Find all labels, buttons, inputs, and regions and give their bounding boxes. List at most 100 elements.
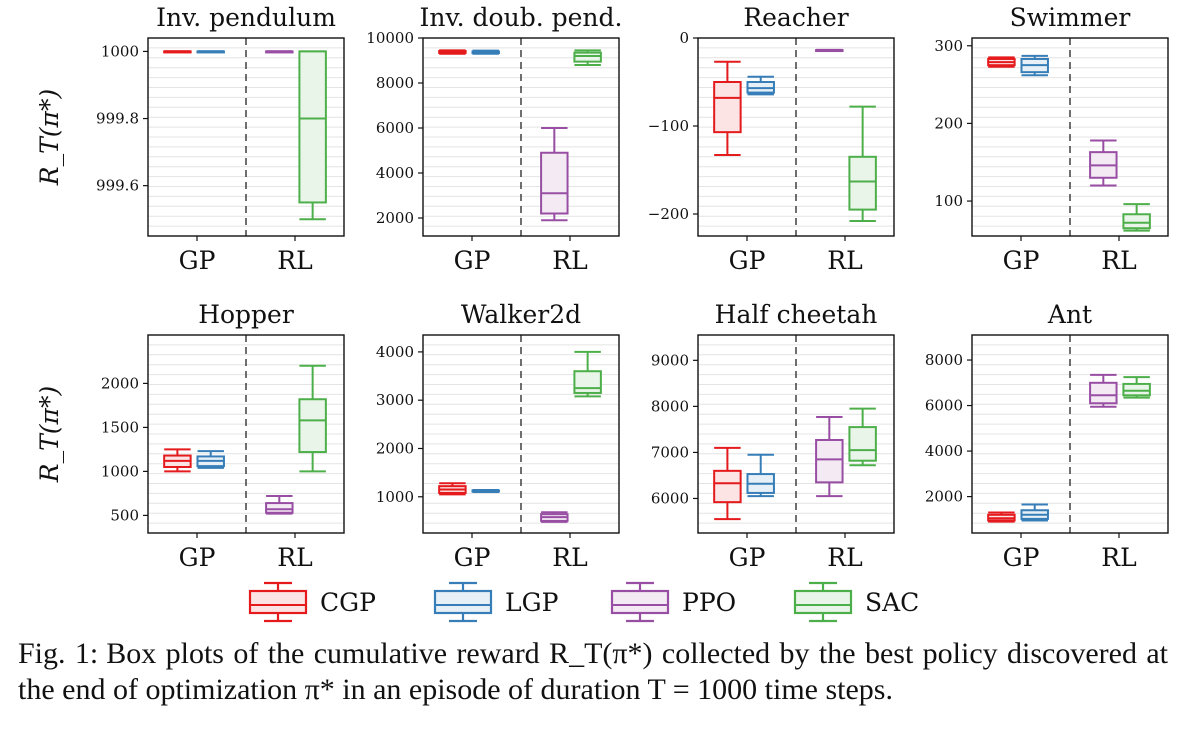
box-sac — [848, 105, 877, 223]
subplot-title: Inv. pendulum — [156, 3, 336, 32]
box-cgp — [987, 56, 1016, 68]
y-tick-label: 4000 — [376, 164, 414, 182]
y-tick-label: 2000 — [101, 374, 139, 392]
box-iqr — [265, 502, 294, 514]
box-cgp — [987, 511, 1016, 523]
x-tick-label-rl: RL — [277, 246, 312, 275]
legend-item-lgp: LGP — [433, 581, 558, 623]
legend-item-cgp: CGP — [248, 581, 376, 623]
subplot-title: Walker2d — [461, 300, 581, 329]
y-tick-label: 2000 — [376, 439, 414, 457]
box-lgp — [1020, 54, 1049, 77]
x-tick-label-rl: RL — [1101, 543, 1136, 572]
legend-label: LGP — [505, 588, 558, 617]
box-cgp — [163, 50, 192, 54]
axes-frame — [147, 334, 345, 534]
caption-label: Fig. 1: — [18, 637, 99, 670]
box-iqr — [713, 469, 742, 504]
y-tick-label: 6000 — [651, 489, 689, 507]
x-tick-label-gp: GP — [454, 246, 491, 275]
subplot-title: Swimmer — [1010, 3, 1131, 32]
y-tick-label: 3000 — [376, 391, 414, 409]
x-tick-label-gp: GP — [179, 246, 216, 275]
box-ppo — [265, 50, 294, 54]
box-lgp — [746, 453, 775, 498]
axes-frame — [147, 37, 345, 237]
x-tick-label-rl: RL — [552, 543, 587, 572]
subplot-inv-doub-pend: 10000 8000 6000 4000 2000 GP RL Inv. doub. pend… — [366, 3, 622, 275]
box-iqr — [1122, 213, 1151, 230]
box-ppo — [1089, 373, 1118, 408]
x-tick-label-gp: GP — [729, 543, 766, 572]
y-tick-label: 0 — [679, 29, 689, 47]
box-sac — [573, 49, 602, 66]
x-tick-label-rl: RL — [827, 246, 862, 275]
box-iqr — [848, 155, 877, 211]
subplot-ant: 8000 6000 4000 2000 GP RL Ant — [925, 300, 1169, 572]
axes-frame — [697, 334, 895, 534]
axes-frame — [697, 37, 895, 237]
x-tick-label-gp: GP — [1003, 543, 1040, 572]
y-tick-label: 6000 — [925, 397, 963, 415]
legend-item-sac: SAC — [793, 581, 919, 623]
x-tick-label-gp: GP — [454, 543, 491, 572]
y-tick-label: 9000 — [651, 351, 689, 369]
box-cgp — [438, 49, 467, 55]
y-tick-label: 300 — [934, 37, 963, 55]
y-axis-label: R_T(π*) — [35, 89, 64, 186]
y-tick-label: 4000 — [376, 343, 414, 361]
y-tick-label: 7000 — [651, 443, 689, 461]
legend-swatch — [610, 589, 670, 615]
box-lgp — [471, 489, 500, 493]
box-iqr — [573, 370, 602, 394]
x-tick-label-rl: RL — [827, 543, 862, 572]
y-tick-label: 2000 — [376, 209, 414, 227]
box-ppo — [1089, 139, 1118, 187]
y-axis-label: R_T(π*) — [35, 386, 64, 483]
x-tick-label-rl: RL — [277, 543, 312, 572]
box-sac — [1122, 376, 1151, 399]
box-iqr — [298, 50, 327, 204]
y-tick-label: 8000 — [376, 74, 414, 92]
box-cgp — [163, 448, 192, 473]
box-iqr — [1089, 381, 1118, 405]
y-tick-label: 8000 — [925, 351, 963, 369]
figure-caption: Fig. 1: Box plots of the cumulative rewar… — [18, 636, 1168, 708]
y-tick-label: 1000 — [101, 462, 139, 480]
box-ppo — [815, 48, 844, 53]
subplot-reacher: 0 −100 −200 GP RL Reacher — [648, 3, 895, 275]
axes-frame — [422, 37, 620, 237]
y-tick-label: 200 — [934, 114, 963, 132]
legend-swatch — [248, 589, 308, 615]
y-tick-label: 1000 — [101, 42, 139, 60]
box-sac — [298, 364, 327, 473]
y-tick-label: 500 — [110, 506, 139, 524]
subplot-swimmer: 300 200 100 GP RL Swimmer — [934, 3, 1169, 275]
y-tick-label: 6000 — [376, 119, 414, 137]
box-iqr — [298, 398, 327, 454]
axes-frame — [971, 334, 1169, 534]
box-sac — [1122, 203, 1151, 232]
subplot-title: Ant — [1047, 300, 1092, 329]
subplot-inv-pendulum: 1000 999.8 999.6 GP RL Inv. pendulum — [96, 3, 345, 275]
box-iqr — [1122, 382, 1151, 397]
box-ppo — [815, 415, 844, 498]
x-tick-label-gp: GP — [1003, 246, 1040, 275]
legend-item-ppo: PPO — [610, 581, 736, 623]
y-axis-labels: R_T(π*) R_T(π*) — [35, 89, 64, 483]
y-tick-label: −200 — [648, 205, 689, 223]
y-tick-label: 8000 — [651, 397, 689, 415]
x-tick-label-rl: RL — [1101, 246, 1136, 275]
box-cgp — [438, 482, 467, 496]
subplot-hopper: 2000 1500 1000 500 GP RL Hopper — [101, 300, 345, 572]
legend-label: SAC — [865, 588, 919, 617]
y-tick-label: 1500 — [101, 418, 139, 436]
subplot-title: Reacher — [743, 3, 848, 32]
y-tick-label: 999.6 — [96, 177, 139, 195]
box-lgp — [196, 50, 225, 54]
box-cgp — [713, 60, 742, 157]
y-tick-label: 2000 — [925, 488, 963, 506]
box-iqr — [815, 438, 844, 484]
box-ppo — [265, 495, 294, 515]
y-tick-label: −100 — [648, 117, 689, 135]
